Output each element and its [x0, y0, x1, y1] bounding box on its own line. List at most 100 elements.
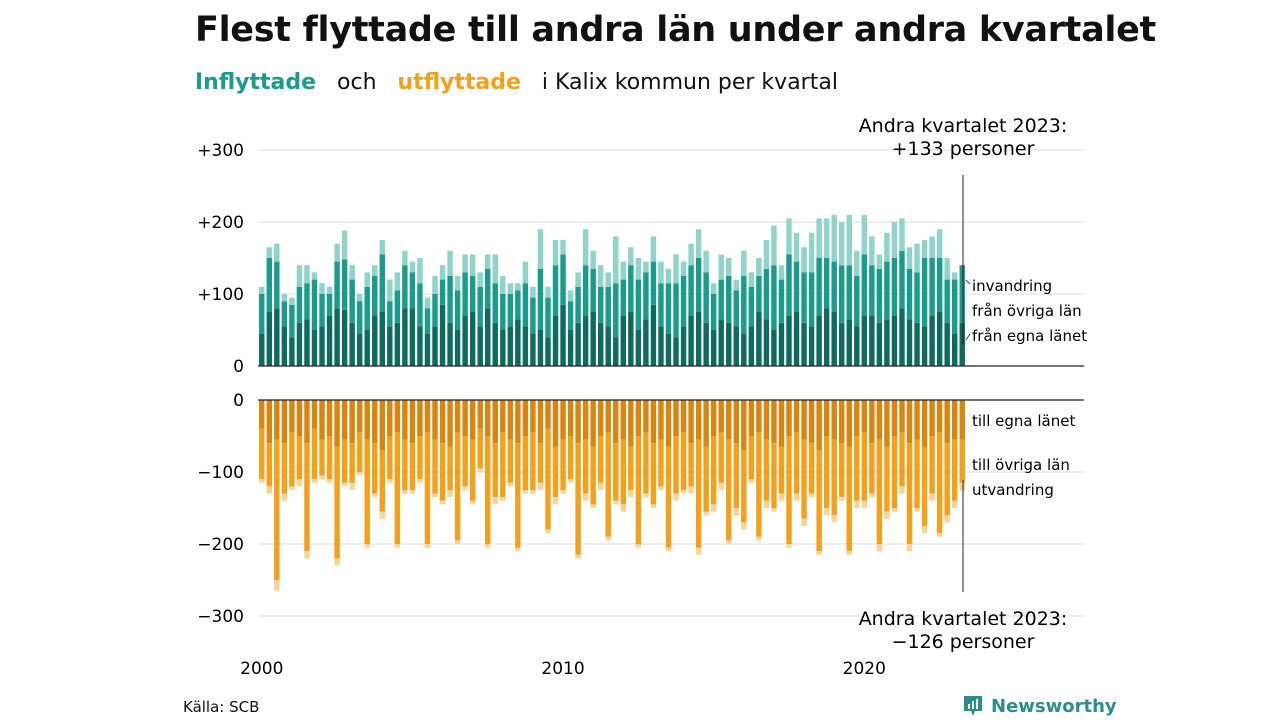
outflow-bar-segment: [545, 529, 551, 534]
inflow-bar-segment: [861, 214, 868, 255]
inflow-bar-segment: [718, 319, 724, 366]
outflow-bar-segment: [839, 497, 845, 501]
inflow-bar-segment: [650, 236, 657, 262]
inflow-bar-segment: [801, 247, 807, 273]
inflow-bar-segment: [560, 304, 566, 366]
inflow-bar-segment: [718, 254, 724, 280]
inflow-bar-segment: [560, 240, 566, 255]
outflow-bar-segment: [575, 400, 581, 444]
inflow-bar-segment: [876, 254, 883, 269]
legend-till-ovriga-lan: till övriga län: [972, 456, 1070, 474]
outflow-bar-segment: [266, 486, 273, 494]
outflow-bar-segment: [266, 400, 273, 444]
outflow-bar-segment: [402, 490, 408, 494]
inflow-bar-segment: [839, 322, 845, 366]
inflow-bar-segment: [710, 283, 717, 294]
inflow-bar-segment: [695, 312, 702, 366]
outflow-bar-segment: [688, 400, 694, 444]
inflow-bar-segment: [394, 290, 401, 323]
inflow-bar-segment: [771, 330, 777, 366]
outflow-bar-segment: [597, 400, 604, 436]
outflow-bar-segment: [537, 482, 544, 490]
inflow-bar-segment: [658, 261, 664, 284]
outflow-bar-segment: [665, 400, 672, 447]
inflow-bar-segment: [485, 308, 491, 366]
inflow-bar-segment: [402, 265, 408, 309]
inflow-bar-segment: [537, 229, 544, 269]
inflow-bar-segment: [891, 258, 898, 316]
outflow-bar-segment: [936, 533, 943, 537]
outflow-bar-segment: [379, 450, 385, 512]
outflow-bar-segment: [424, 432, 431, 544]
outflow-bar-segment: [597, 436, 604, 483]
inflow-bar-segment: [515, 319, 521, 366]
inflow-bar-segment: [846, 319, 852, 366]
inflow-bar-segment: [673, 337, 679, 366]
inflow-bar-segment: [259, 286, 265, 294]
inflow-bar-segment: [266, 312, 273, 366]
inflow-bar-segment: [394, 272, 401, 291]
outflow-bar-segment: [613, 400, 619, 444]
inflow-bar-segment: [281, 326, 288, 366]
outflow-bar-segment: [492, 497, 498, 505]
inflow-bar-segment: [726, 258, 732, 276]
inflow-bar-segment: [906, 247, 913, 269]
inflow-bar-segment: [507, 326, 514, 366]
inflow-bar-segment: [454, 276, 461, 291]
outflow-bar-segment: [944, 515, 950, 523]
inflow-bar-segment: [680, 261, 687, 276]
outflow-bar-segment: [823, 436, 830, 508]
outflow-bar-segment: [334, 400, 340, 447]
inflow-bar-segment: [658, 283, 664, 327]
outflow-bar-segment: [816, 551, 822, 555]
outflow-bar-segment: [839, 443, 845, 498]
inflow-bar-segment: [515, 283, 521, 291]
inflow-bar-segment: [274, 261, 280, 309]
inflow-bar-segment: [281, 294, 288, 302]
outflow-bar-segment: [311, 428, 318, 480]
inflow-bar-segment: [793, 312, 800, 366]
inflow-bar-segment: [831, 261, 837, 312]
inflow-bar-segment: [447, 322, 453, 366]
outflow-bar-segment: [658, 439, 664, 487]
outflow-bar-segment: [492, 400, 498, 444]
outflow-bar-segment: [522, 490, 529, 494]
inflow-bar-segment: [462, 254, 468, 273]
inflow-bar-segment: [590, 250, 596, 269]
outflow-bar-segment: [703, 511, 709, 516]
inflow-bar-segment: [921, 258, 928, 327]
legend-utvandring: utvandring: [972, 481, 1054, 499]
outflow-bar-segment: [801, 439, 807, 519]
inflow-bar-segment: [839, 222, 845, 266]
inflow-bar-segment: [281, 301, 288, 327]
outflow-bar-segment: [545, 428, 551, 530]
inflow-bar-segment: [372, 265, 378, 276]
outflow-bar-segment: [793, 432, 800, 494]
outflow-bar-segment: [854, 400, 860, 436]
outflow-bar-segment: [319, 439, 325, 476]
outflow-bar-segment: [349, 400, 355, 444]
inflow-bar-segment: [387, 279, 393, 302]
outflow-bar-segment: [507, 400, 514, 440]
brand-logo: Newsworthy: [962, 694, 1117, 718]
outflow-bar-segment: [552, 497, 559, 505]
outflow-bar-segment: [560, 400, 566, 440]
inflow-bar-segment: [733, 290, 739, 327]
inflow-bar-segment: [906, 319, 913, 366]
inflow-bar-segment: [552, 265, 559, 316]
inflow-bar-segment: [763, 240, 770, 269]
inflow-bar-segment: [914, 272, 920, 323]
outflow-bar-segment: [582, 439, 589, 494]
top-ytick-label: 0: [233, 357, 244, 377]
inflow-bar-segment: [552, 240, 559, 266]
outflow-bar-segment: [590, 400, 596, 447]
outflow-bar-segment: [635, 436, 642, 544]
inflow-bar-segment: [304, 319, 310, 366]
inflow-bar-segment: [387, 326, 393, 366]
outflow-bar-segment: [658, 486, 664, 490]
inflow-bar-segment: [522, 261, 529, 284]
inflow-bar-segment: [537, 330, 544, 366]
subtitle-rest: i Kalix kommun per kvartal: [541, 70, 838, 95]
inflow-bar-segment: [665, 333, 672, 366]
outflow-bar-segment: [605, 432, 611, 537]
